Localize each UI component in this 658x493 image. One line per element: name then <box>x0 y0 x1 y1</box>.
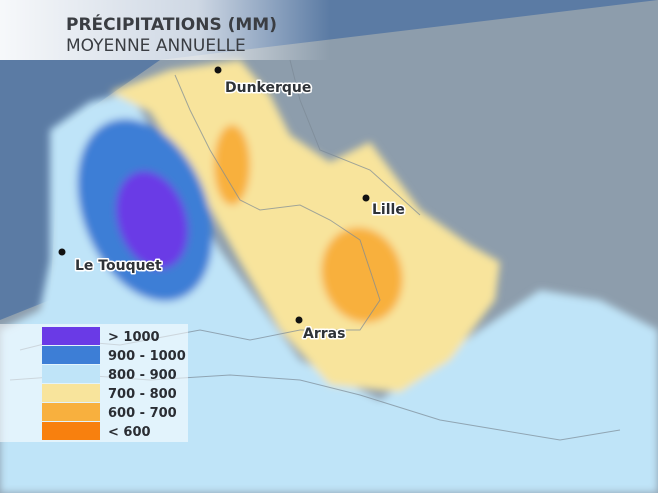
zone-600-700 <box>214 125 250 205</box>
legend-swatch <box>42 403 100 421</box>
city-label: Le Touquet <box>75 258 162 274</box>
city-dot <box>214 66 222 74</box>
legend-label: 800 - 900 <box>108 368 177 383</box>
legend-label: < 600 <box>108 425 151 440</box>
city-dot <box>362 194 370 202</box>
city-label: Arras <box>303 326 345 342</box>
title: PRÉCIPITATIONS (MM) <box>66 13 277 35</box>
legend-swatch <box>42 384 100 402</box>
legend: > 1000 900 - 1000 800 - 900 700 - 800 600 - … <box>42 327 186 440</box>
legend-swatch <box>42 346 100 364</box>
city-dot <box>295 316 303 324</box>
legend-swatch <box>42 365 100 383</box>
zone-over-1000 <box>116 171 188 269</box>
legend-swatch <box>42 327 100 345</box>
legend-label: 900 - 1000 <box>108 349 186 364</box>
city-dot <box>58 248 66 256</box>
zone-600-700 <box>321 227 403 323</box>
legend-label: > 1000 <box>108 330 160 345</box>
city-label: Lille <box>372 202 405 218</box>
cities: Dunkerque Lille Le Touquet Arras <box>58 66 406 344</box>
city-label: Dunkerque <box>225 80 311 96</box>
header-band <box>0 0 330 60</box>
legend-swatch <box>42 422 100 440</box>
subtitle: MOYENNE ANNUELLE <box>66 36 246 56</box>
legend-label: 600 - 700 <box>108 406 177 421</box>
legend-label: 700 - 800 <box>108 387 177 402</box>
zone-700-800 <box>110 60 500 392</box>
